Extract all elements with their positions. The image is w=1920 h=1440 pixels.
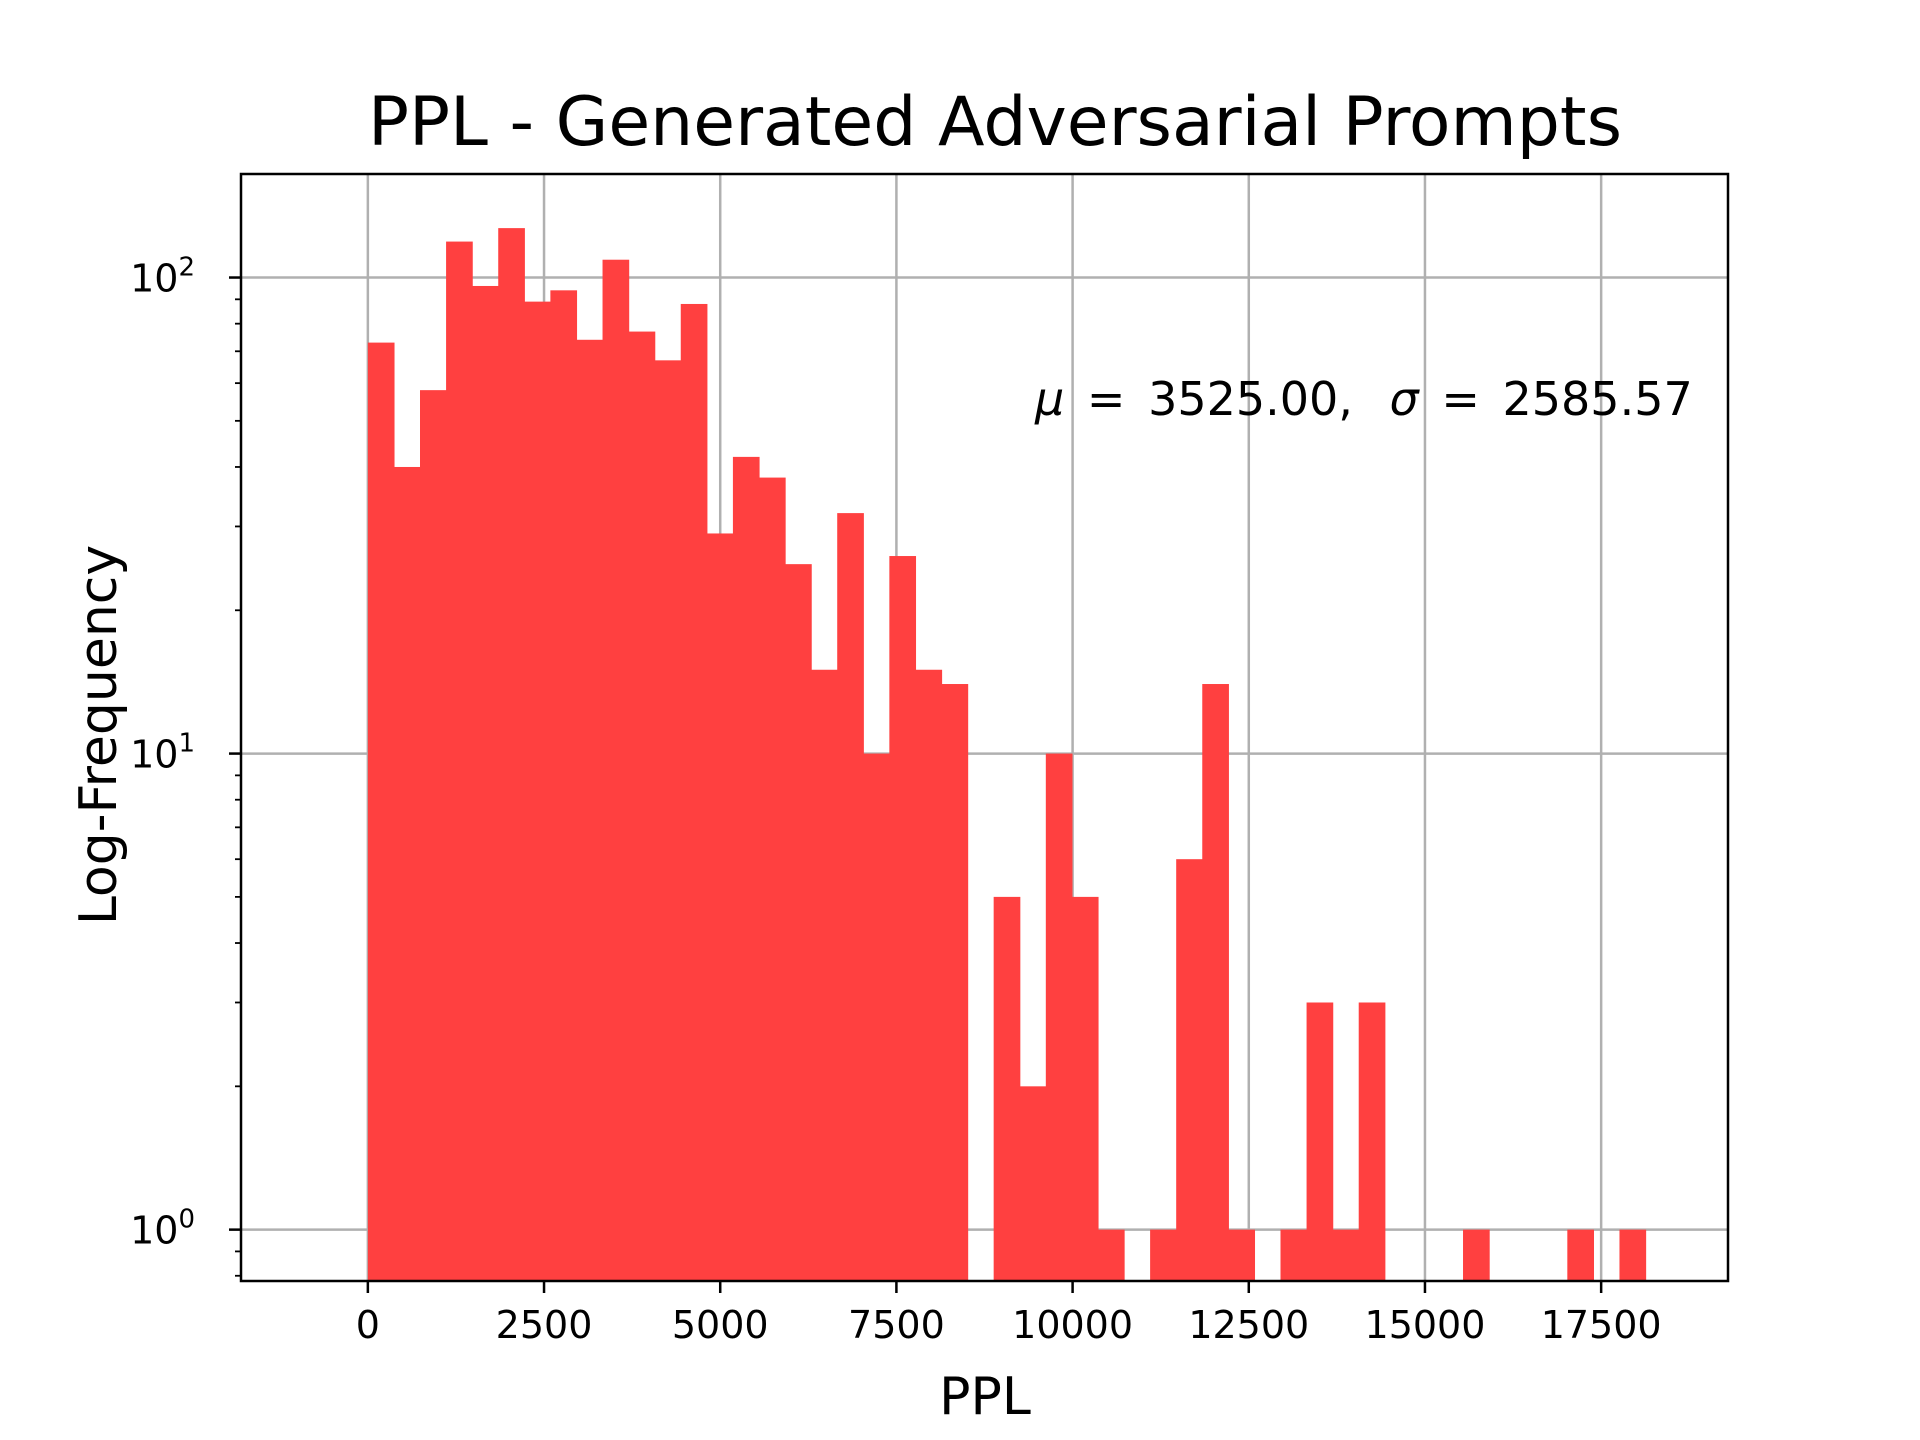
- x-tick-label: 17500: [1541, 1303, 1662, 1347]
- sigma-equals: =: [1441, 372, 1480, 426]
- histogram-bar: [1463, 1229, 1490, 1281]
- histogram-bar: [524, 301, 551, 1281]
- histogram-bar: [1619, 1229, 1647, 1281]
- histogram-bar: [1097, 1229, 1125, 1281]
- histogram-bar: [498, 228, 525, 1281]
- histogram-bar: [393, 466, 421, 1281]
- histogram-bar: [1019, 1086, 1047, 1281]
- histogram-bar: [628, 331, 656, 1281]
- x-tick-label: 10000: [1012, 1303, 1133, 1347]
- histogram-bar: [550, 290, 578, 1281]
- histogram-bar: [1358, 1002, 1386, 1281]
- x-tick-label: 7500: [848, 1303, 945, 1347]
- histogram-bar: [941, 684, 969, 1281]
- x-axis-label: PPL: [939, 1367, 1031, 1427]
- histogram-bar: [420, 390, 447, 1281]
- histogram-bar: [732, 456, 760, 1281]
- histogram-bar: [472, 285, 499, 1281]
- y-tick-label: 101: [130, 729, 195, 777]
- stats-annotation: μ = 3525.00, σ = 2585.57: [1034, 372, 1693, 426]
- y-axis-ticks: 100 101 102: [130, 253, 241, 1277]
- x-tick-label: 5000: [672, 1303, 769, 1347]
- y-tick-label: 100: [130, 1205, 195, 1253]
- x-tick-label: 2500: [496, 1303, 593, 1347]
- sigma-symbol: σ: [1390, 372, 1421, 426]
- histogram-bar: [1567, 1229, 1594, 1281]
- histogram-bar: [1045, 753, 1073, 1281]
- mu-value: 3525.00,: [1148, 372, 1353, 426]
- histogram-bar: [863, 753, 890, 1281]
- histogram-bar: [576, 339, 604, 1281]
- histogram-bar: [993, 896, 1021, 1281]
- histogram-bar: [758, 477, 786, 1282]
- x-tick-label: 15000: [1365, 1303, 1486, 1347]
- histogram-bar: [785, 564, 812, 1281]
- histogram-bar: [1071, 896, 1099, 1281]
- histogram-bar: [1332, 1229, 1360, 1281]
- histogram-bar: [1228, 1229, 1256, 1281]
- mu-symbol: μ: [1034, 372, 1064, 426]
- x-axis-ticks: 0 2500 5000 7500 10000 12500 15000 17500: [356, 1281, 1662, 1347]
- histogram-bar: [706, 533, 734, 1281]
- histogram-bar: [367, 342, 395, 1281]
- histogram-bar: [837, 513, 864, 1281]
- chart-title: PPL - Generated Adversarial Prompts: [368, 83, 1622, 162]
- histogram-bar: [915, 669, 943, 1281]
- histogram-bar: [446, 241, 473, 1282]
- histogram-bar: [1202, 684, 1229, 1281]
- histogram-bars: [367, 228, 1647, 1282]
- plot-frame: [239, 172, 1730, 1283]
- y-tick-label: 102: [130, 253, 195, 301]
- histogram-bar: [1176, 859, 1203, 1281]
- histogram-bar: [654, 360, 682, 1281]
- histogram-bar: [602, 259, 630, 1282]
- histogram-bar: [889, 556, 917, 1281]
- histogram-bar: [1280, 1229, 1308, 1281]
- x-tick-label: 0: [356, 1303, 380, 1347]
- histogram-bar: [1150, 1229, 1177, 1281]
- histogram-bar: [811, 669, 838, 1281]
- histogram-bar: [1306, 1002, 1334, 1281]
- y-axis-label: Log-Frequency: [69, 545, 129, 925]
- sigma-value: 2585.57: [1503, 372, 1693, 426]
- histogram-bar: [680, 303, 708, 1282]
- mu-equals: =: [1087, 372, 1126, 426]
- x-tick-label: 12500: [1188, 1303, 1309, 1347]
